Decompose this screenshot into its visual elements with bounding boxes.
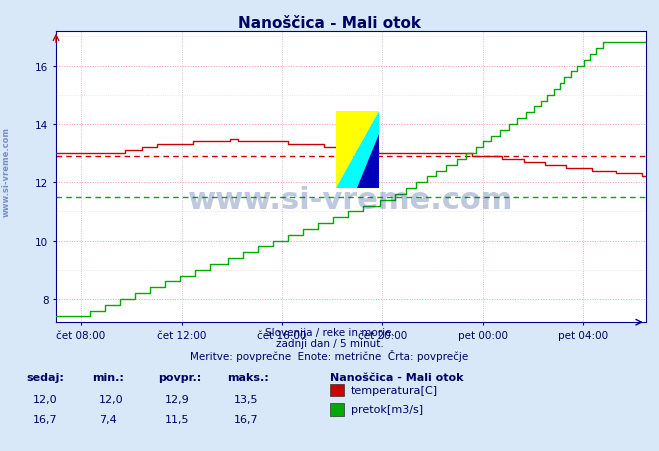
Polygon shape <box>357 135 379 189</box>
Text: povpr.:: povpr.: <box>158 372 202 382</box>
Text: sedaj:: sedaj: <box>26 372 64 382</box>
Text: Nanoščica - Mali otok: Nanoščica - Mali otok <box>238 16 421 31</box>
Text: 12,0: 12,0 <box>33 395 57 405</box>
Polygon shape <box>336 112 379 189</box>
Text: Meritve: povprečne  Enote: metrične  Črta: povprečje: Meritve: povprečne Enote: metrične Črta:… <box>190 350 469 362</box>
Text: 16,7: 16,7 <box>33 414 57 424</box>
Text: 12,0: 12,0 <box>99 395 123 405</box>
Text: min.:: min.: <box>92 372 124 382</box>
Text: 11,5: 11,5 <box>165 414 189 424</box>
Text: www.si-vreme.com: www.si-vreme.com <box>188 186 513 215</box>
Text: Nanoščica - Mali otok: Nanoščica - Mali otok <box>330 372 463 382</box>
Text: 16,7: 16,7 <box>234 414 258 424</box>
Text: pretok[m3/s]: pretok[m3/s] <box>351 405 422 414</box>
Text: temperatura[C]: temperatura[C] <box>351 385 438 395</box>
Text: zadnji dan / 5 minut.: zadnji dan / 5 minut. <box>275 338 384 348</box>
Polygon shape <box>336 112 379 189</box>
Text: Slovenija / reke in morje.: Slovenija / reke in morje. <box>264 327 395 337</box>
Text: www.si-vreme.com: www.si-vreme.com <box>2 126 11 216</box>
Text: 7,4: 7,4 <box>99 414 117 424</box>
Text: maks.:: maks.: <box>227 372 269 382</box>
Text: 13,5: 13,5 <box>234 395 258 405</box>
Text: 12,9: 12,9 <box>165 395 190 405</box>
